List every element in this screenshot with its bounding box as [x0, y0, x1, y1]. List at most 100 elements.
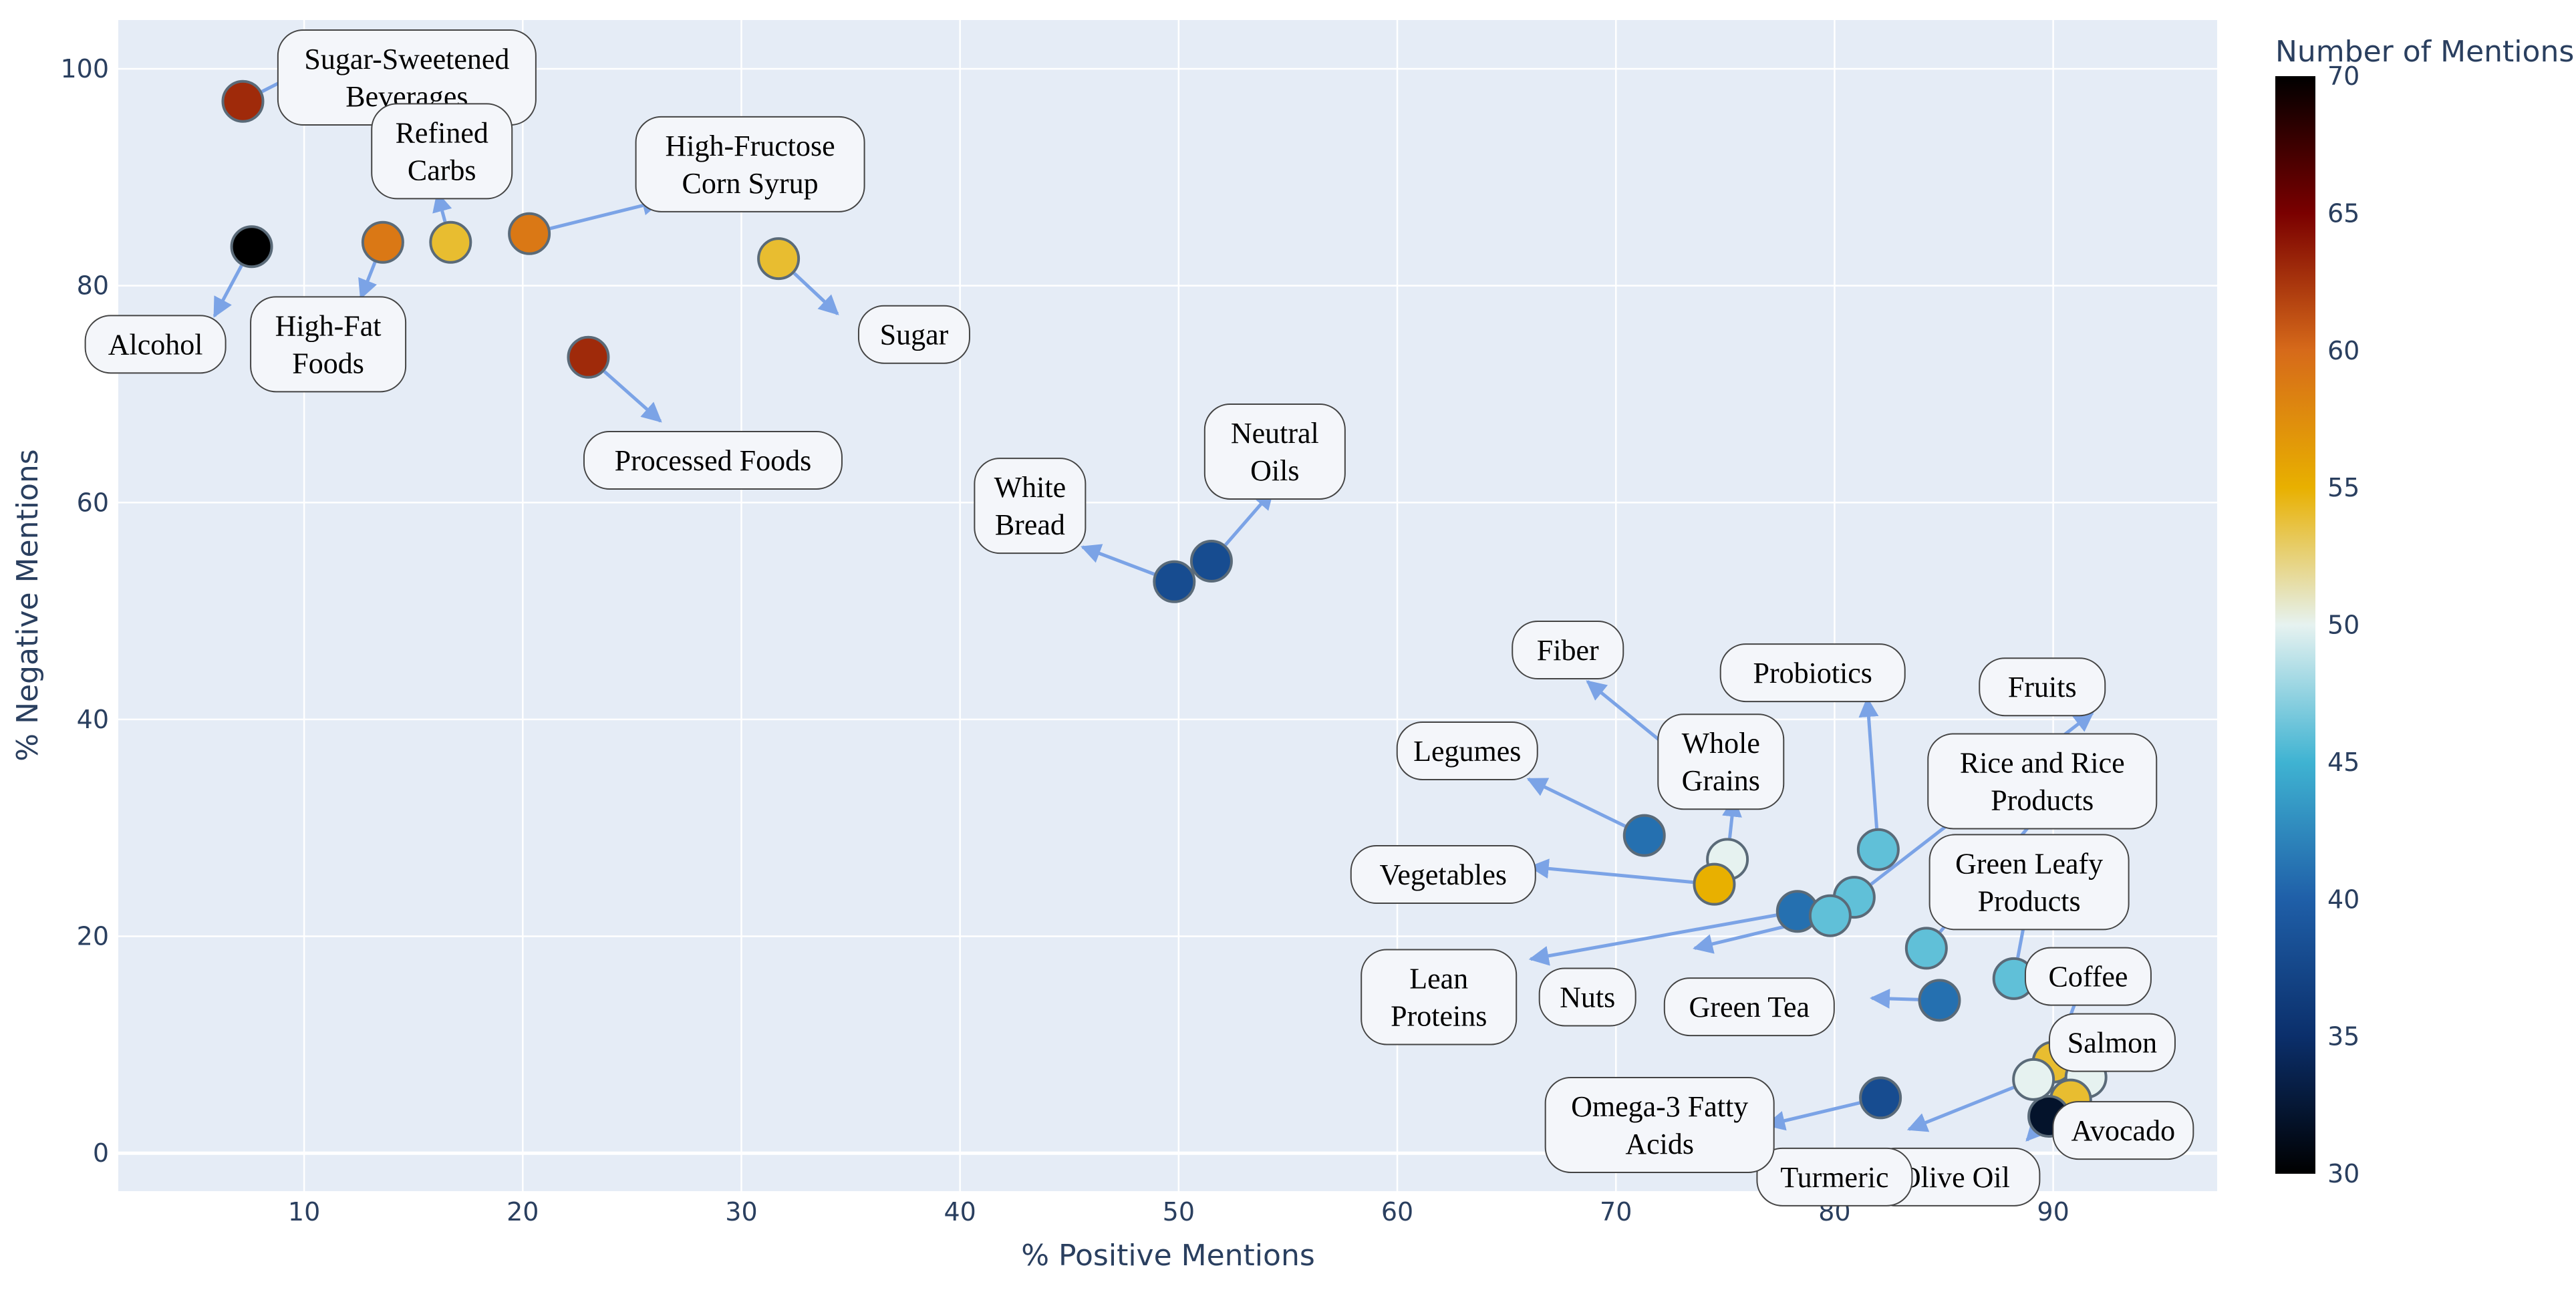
annotation-box [371, 103, 513, 200]
annotation-label: Alcohol [84, 315, 227, 374]
annotation-label: White Bread [974, 458, 1087, 554]
annotation-box [2024, 947, 2152, 1006]
y-tick-label: 20 [77, 922, 109, 951]
annotation-arrow [1526, 777, 1626, 828]
annotation-text: Whole [1682, 727, 1760, 760]
annotation-box [1544, 1076, 1775, 1173]
annotation-label: High-Fat Foods [250, 296, 407, 393]
annotation-text: Coffee [2048, 961, 2128, 993]
annotation-text: Salmon [2067, 1027, 2157, 1060]
colorbar-tick-label: 60 [2327, 336, 2359, 365]
annotation-arrow [358, 261, 378, 300]
colorbar-tick-label: 65 [2327, 198, 2359, 228]
annotation-text: Carbs [408, 154, 476, 186]
annotation-box [1361, 949, 1518, 1045]
annotation-box [1756, 1147, 1913, 1206]
annotation-text: Sugar [880, 319, 949, 351]
y-axis-title: % Negative Mentions [11, 449, 45, 761]
data-point[interactable] [361, 220, 404, 264]
data-point[interactable] [1859, 1076, 1902, 1120]
colorbar-tick-label: 40 [2327, 884, 2359, 914]
annotation-text: White [994, 471, 1066, 504]
annotation-text: Products [1991, 784, 2094, 816]
annotation-arrow [1870, 988, 1918, 1009]
annotation-label: Processed Foods [583, 430, 843, 490]
data-points [221, 79, 2108, 1138]
data-point[interactable] [1918, 979, 1961, 1022]
annotation-text: Avocado [2071, 1114, 2176, 1147]
colorbar-title: Number of Mentions [2275, 35, 2574, 69]
annotation-arrow [793, 272, 839, 315]
plot-background [118, 20, 2217, 1191]
annotation-text: Acids [1625, 1128, 1694, 1160]
annotation-box [1512, 621, 1624, 680]
annotation-text: Olive Oil [1900, 1161, 2010, 1194]
colorbar: Number of Mentions 30 35 40 45 50 55 60 65 70 [2275, 35, 2574, 1188]
data-point[interactable] [1189, 539, 1233, 583]
annotation-box [1203, 404, 1346, 500]
y-tick-label: 100 [60, 54, 109, 84]
annotation-label: Green Leafy Products [1928, 834, 2130, 931]
annotation-label: High-Fructose Corn Syrup [635, 116, 865, 212]
annotation-box [250, 296, 407, 393]
annotation-text: Omega-3 Fatty [1571, 1090, 1748, 1123]
data-point[interactable] [1622, 814, 1666, 857]
annotation-box [1979, 657, 2106, 717]
annotation-label: Legumes [1396, 721, 1538, 781]
annotation-label: Nuts [1538, 967, 1636, 1027]
annotation-text: Rice and Rice [1960, 746, 2125, 779]
x-tick-label: 60 [1381, 1197, 1413, 1227]
data-point[interactable] [1808, 894, 1852, 937]
annotation-label: Fiber [1512, 621, 1624, 680]
annotation-label: Lean Proteins [1361, 949, 1518, 1045]
annotation-text: Refined [396, 116, 488, 149]
annotation-text: Green Leafy [1955, 847, 2103, 880]
data-point[interactable] [1904, 927, 1948, 970]
data-point[interactable] [230, 225, 273, 269]
y-tick-label: 40 [77, 705, 109, 734]
data-point[interactable] [1856, 828, 1900, 871]
annotation-text: Probiotics [1753, 657, 1872, 689]
data-point[interactable] [1153, 560, 1196, 603]
annotation-text: Neutral [1231, 417, 1319, 450]
annotation-text: Fiber [1537, 634, 1599, 667]
annotation-label: Probiotics [1719, 643, 1906, 703]
annotation-box [1663, 977, 1835, 1037]
annotation-text: Turmeric [1780, 1161, 1888, 1194]
data-point[interactable] [757, 237, 801, 281]
data-point[interactable] [429, 220, 472, 264]
annotation-text: Fruits [2008, 671, 2077, 703]
data-point[interactable] [221, 79, 265, 123]
annotation-arrow [1906, 1086, 2015, 1132]
annotation-box [857, 305, 970, 364]
annotation-text: Bread [995, 508, 1065, 541]
annotation-box [2052, 1101, 2194, 1160]
annotation-text: Legumes [1413, 735, 1521, 768]
data-point[interactable] [508, 212, 551, 255]
annotation-label: Sugar [857, 305, 970, 364]
colorbar-gradient [2275, 76, 2315, 1174]
annotation-text: Products [1978, 884, 2081, 917]
annotation-box [583, 430, 843, 490]
annotation-text: Lean [1409, 962, 1468, 995]
annotation-arrow [212, 265, 243, 318]
data-point[interactable] [567, 335, 610, 379]
annotation-label: Neutral Oils [1203, 404, 1346, 500]
annotation-label: Omega-3 Fatty Acids [1544, 1076, 1775, 1173]
annotation-box [635, 116, 865, 212]
x-tick-label: 40 [944, 1197, 976, 1227]
colorbar-tick-label: 50 [2327, 611, 2359, 640]
annotation-arrow [1528, 913, 1777, 966]
data-point[interactable] [1693, 862, 1736, 906]
annotation-label: Turmeric [1756, 1147, 1913, 1206]
annotation-box [1538, 967, 1636, 1027]
annotation-arrow [1586, 680, 1664, 744]
annotation-text: Vegetables [1379, 858, 1507, 891]
annotation-label: Coffee [2024, 947, 2152, 1006]
annotation-box [1928, 834, 2130, 931]
annotation-box [1927, 733, 2158, 830]
data-point[interactable] [2012, 1058, 2055, 1101]
colorbar-tick-label: 35 [2327, 1022, 2359, 1052]
annotation-box [1396, 721, 1538, 781]
